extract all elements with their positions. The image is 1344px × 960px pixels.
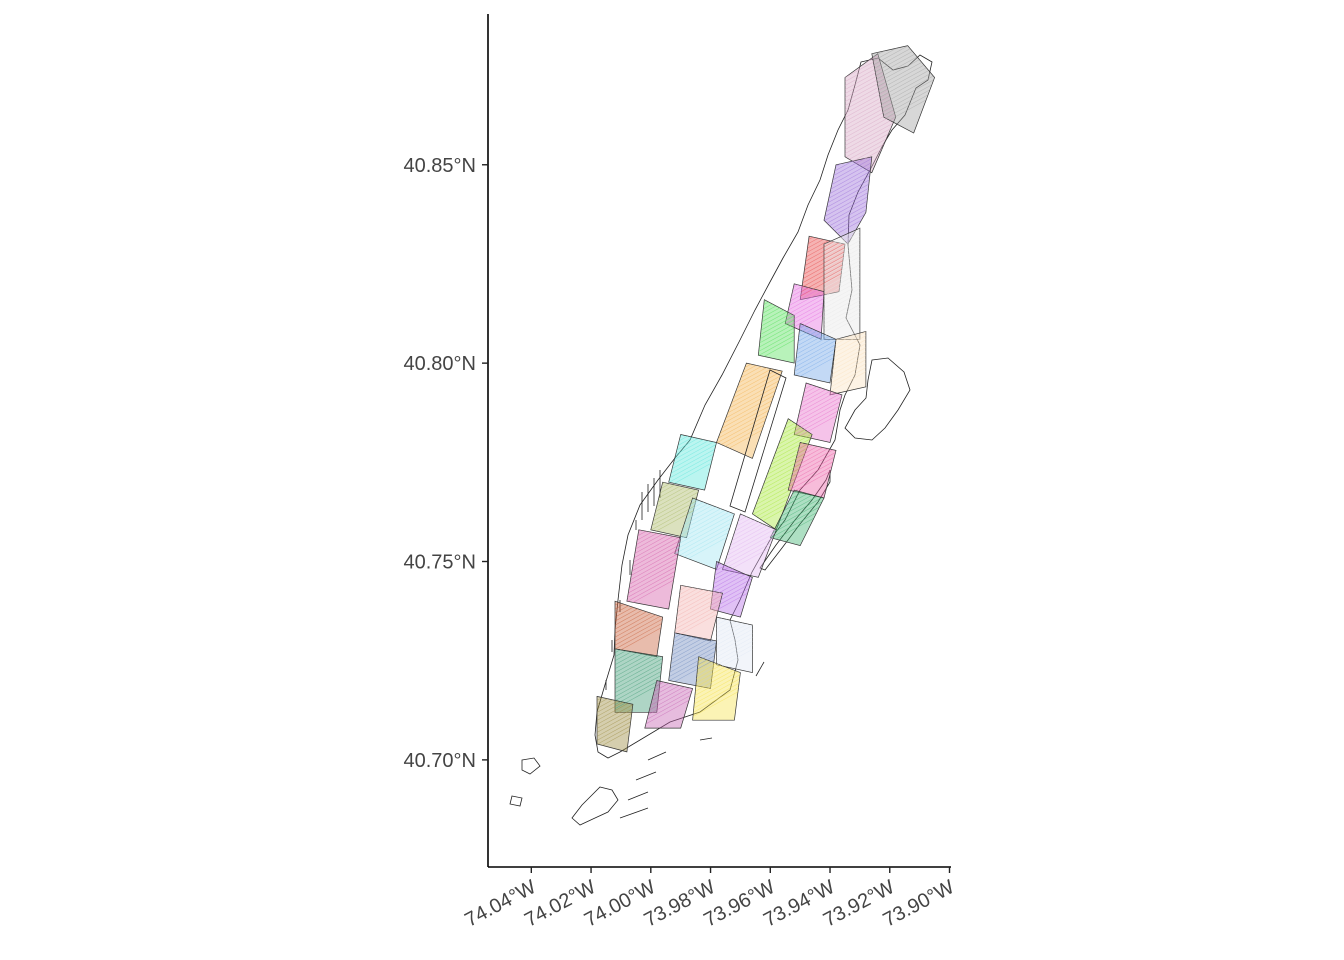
district-polygons [596, 45, 935, 753]
x-axis-ticks: 74.04°W74.02°W74.00°W73.98°W73.96°W73.94… [461, 867, 958, 932]
y-axis-ticks: 40.70°N 40.75°N 40.80°N 40.85°N [404, 155, 488, 772]
ellis-island [509, 795, 523, 807]
district-texture-4 [800, 236, 845, 297]
west-side-piers [605, 470, 661, 690]
district-region-7 [757, 299, 795, 364]
district-region-28 [596, 695, 634, 753]
randalls-island [844, 357, 911, 441]
district-region-20 [626, 529, 682, 610]
district-region-27 [692, 656, 741, 721]
y-tick-label: 40.75°N [404, 552, 477, 574]
governors-island [571, 786, 619, 826]
east-river-piers [619, 661, 765, 819]
central-park [729, 369, 787, 513]
y-tick-label: 40.70°N [404, 750, 477, 772]
liberty-island [521, 757, 541, 775]
district-region-24 [716, 616, 753, 674]
district-region-9 [829, 330, 867, 396]
district-region-3 [823, 156, 873, 245]
district-region-11 [793, 382, 843, 443]
y-tick-label: 40.80°N [404, 353, 477, 375]
district-region-26 [644, 680, 694, 729]
district-region-25 [614, 648, 664, 713]
manhattan-coastline [594, 54, 933, 759]
y-tick-label: 40.85°N [404, 155, 477, 177]
coastline-layer [509, 54, 933, 826]
district-region-10 [716, 362, 783, 459]
district-region-19 [710, 560, 753, 618]
